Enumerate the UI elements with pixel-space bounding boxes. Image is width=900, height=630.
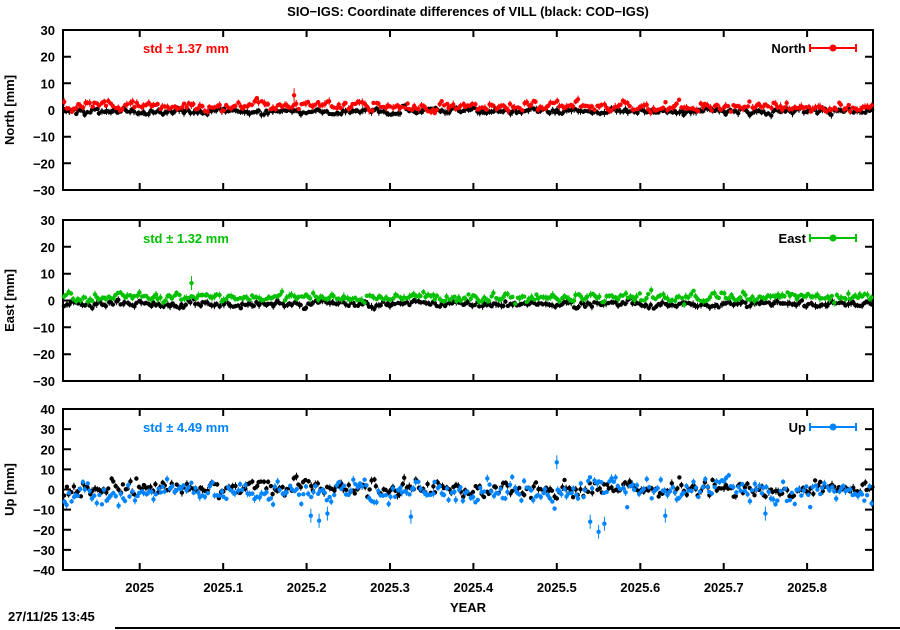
x-tick-label: 2025.1 — [203, 580, 243, 595]
y-axis-title: Up [mm] — [2, 463, 17, 516]
y-tick-label: −20 — [33, 523, 55, 538]
x-tick-label: 2025.8 — [787, 580, 827, 595]
std-label: std ± 1.32 mm — [143, 231, 229, 246]
y-tick-label: 10 — [41, 267, 55, 282]
up-COD-IGS-points — [61, 474, 875, 501]
x-tick-label: 2025.3 — [370, 580, 410, 595]
x-tick-label: 2025.4 — [454, 580, 495, 595]
north-panel: −30 −20 −10 0 10 20 30 North [mm] std ± 1.37 mm N… — [2, 23, 875, 198]
y-tick-label: −10 — [33, 320, 55, 335]
legend-label: East — [779, 231, 807, 246]
legend-point-icon — [829, 234, 837, 242]
east-SIO-IGS-points — [61, 280, 874, 307]
x-tick-label: 2025.2 — [287, 580, 327, 595]
north-SIO-IGS-points — [62, 93, 874, 116]
std-label: std ± 1.37 mm — [143, 41, 229, 56]
y-tick-label: −20 — [33, 347, 55, 362]
legend-label: North — [771, 41, 806, 56]
y-axis-title: East [mm] — [2, 269, 17, 332]
north-COD-IGS-points — [62, 103, 875, 118]
y-tick-label: 30 — [41, 23, 55, 38]
x-tick-label: 2025.6 — [620, 580, 660, 595]
y-tick-label: 40 — [41, 402, 55, 417]
east-ticks — [63, 219, 873, 382]
legend-point-icon — [829, 44, 837, 52]
y-tick-label: −30 — [33, 183, 55, 198]
x-tick-label: 2025 — [125, 580, 154, 595]
up-SIO-IGS-errorbars — [64, 455, 873, 539]
chart-title: SIO−IGS: Coordinate differences of VILL … — [287, 4, 649, 19]
up-ticks — [63, 408, 873, 571]
timestamp: 27/11/25 13:45 — [8, 609, 95, 624]
y-tick-label: −30 — [33, 543, 55, 558]
y-tick-label: 10 — [41, 76, 55, 91]
east-panel: −30 −20 −10 0 10 20 30 East [mm] std ± 1.32 mm Ea… — [2, 213, 874, 389]
y-tick-label: 0 — [48, 483, 55, 498]
y-tick-label: 20 — [41, 50, 55, 65]
y-tick-label: −10 — [33, 130, 55, 145]
up-SIO-IGS-points — [62, 460, 874, 534]
x-axis-title: YEAR — [450, 600, 487, 615]
y-tick-label: 20 — [41, 442, 55, 457]
y-tick-label: −30 — [33, 374, 55, 389]
x-tick-label: 2025.7 — [704, 580, 744, 595]
y-tick-label: 0 — [48, 294, 55, 309]
std-label: std ± 4.49 mm — [143, 420, 229, 435]
y-tick-label: 30 — [41, 422, 55, 437]
y-tick-label: 30 — [41, 213, 55, 228]
y-tick-label: 10 — [41, 462, 55, 477]
legend-point-icon — [829, 423, 837, 431]
x-tick-label: 2025.5 — [537, 580, 577, 595]
y-tick-label: 0 — [48, 103, 55, 118]
y-tick-label: −20 — [33, 156, 55, 171]
y-tick-label: 20 — [41, 240, 55, 255]
y-tick-label: −40 — [33, 563, 55, 578]
y-tick-label: −10 — [33, 503, 55, 518]
east-COD-IGS-points — [61, 296, 874, 312]
y-axis-title: North [mm] — [2, 75, 17, 145]
bottom-border-line — [115, 627, 900, 629]
up-panel: −40 −30 −20 −10 0 10 20 30 40 2025 2025.1 2025.2 202… — [2, 402, 875, 615]
legend-label: Up — [789, 420, 806, 435]
